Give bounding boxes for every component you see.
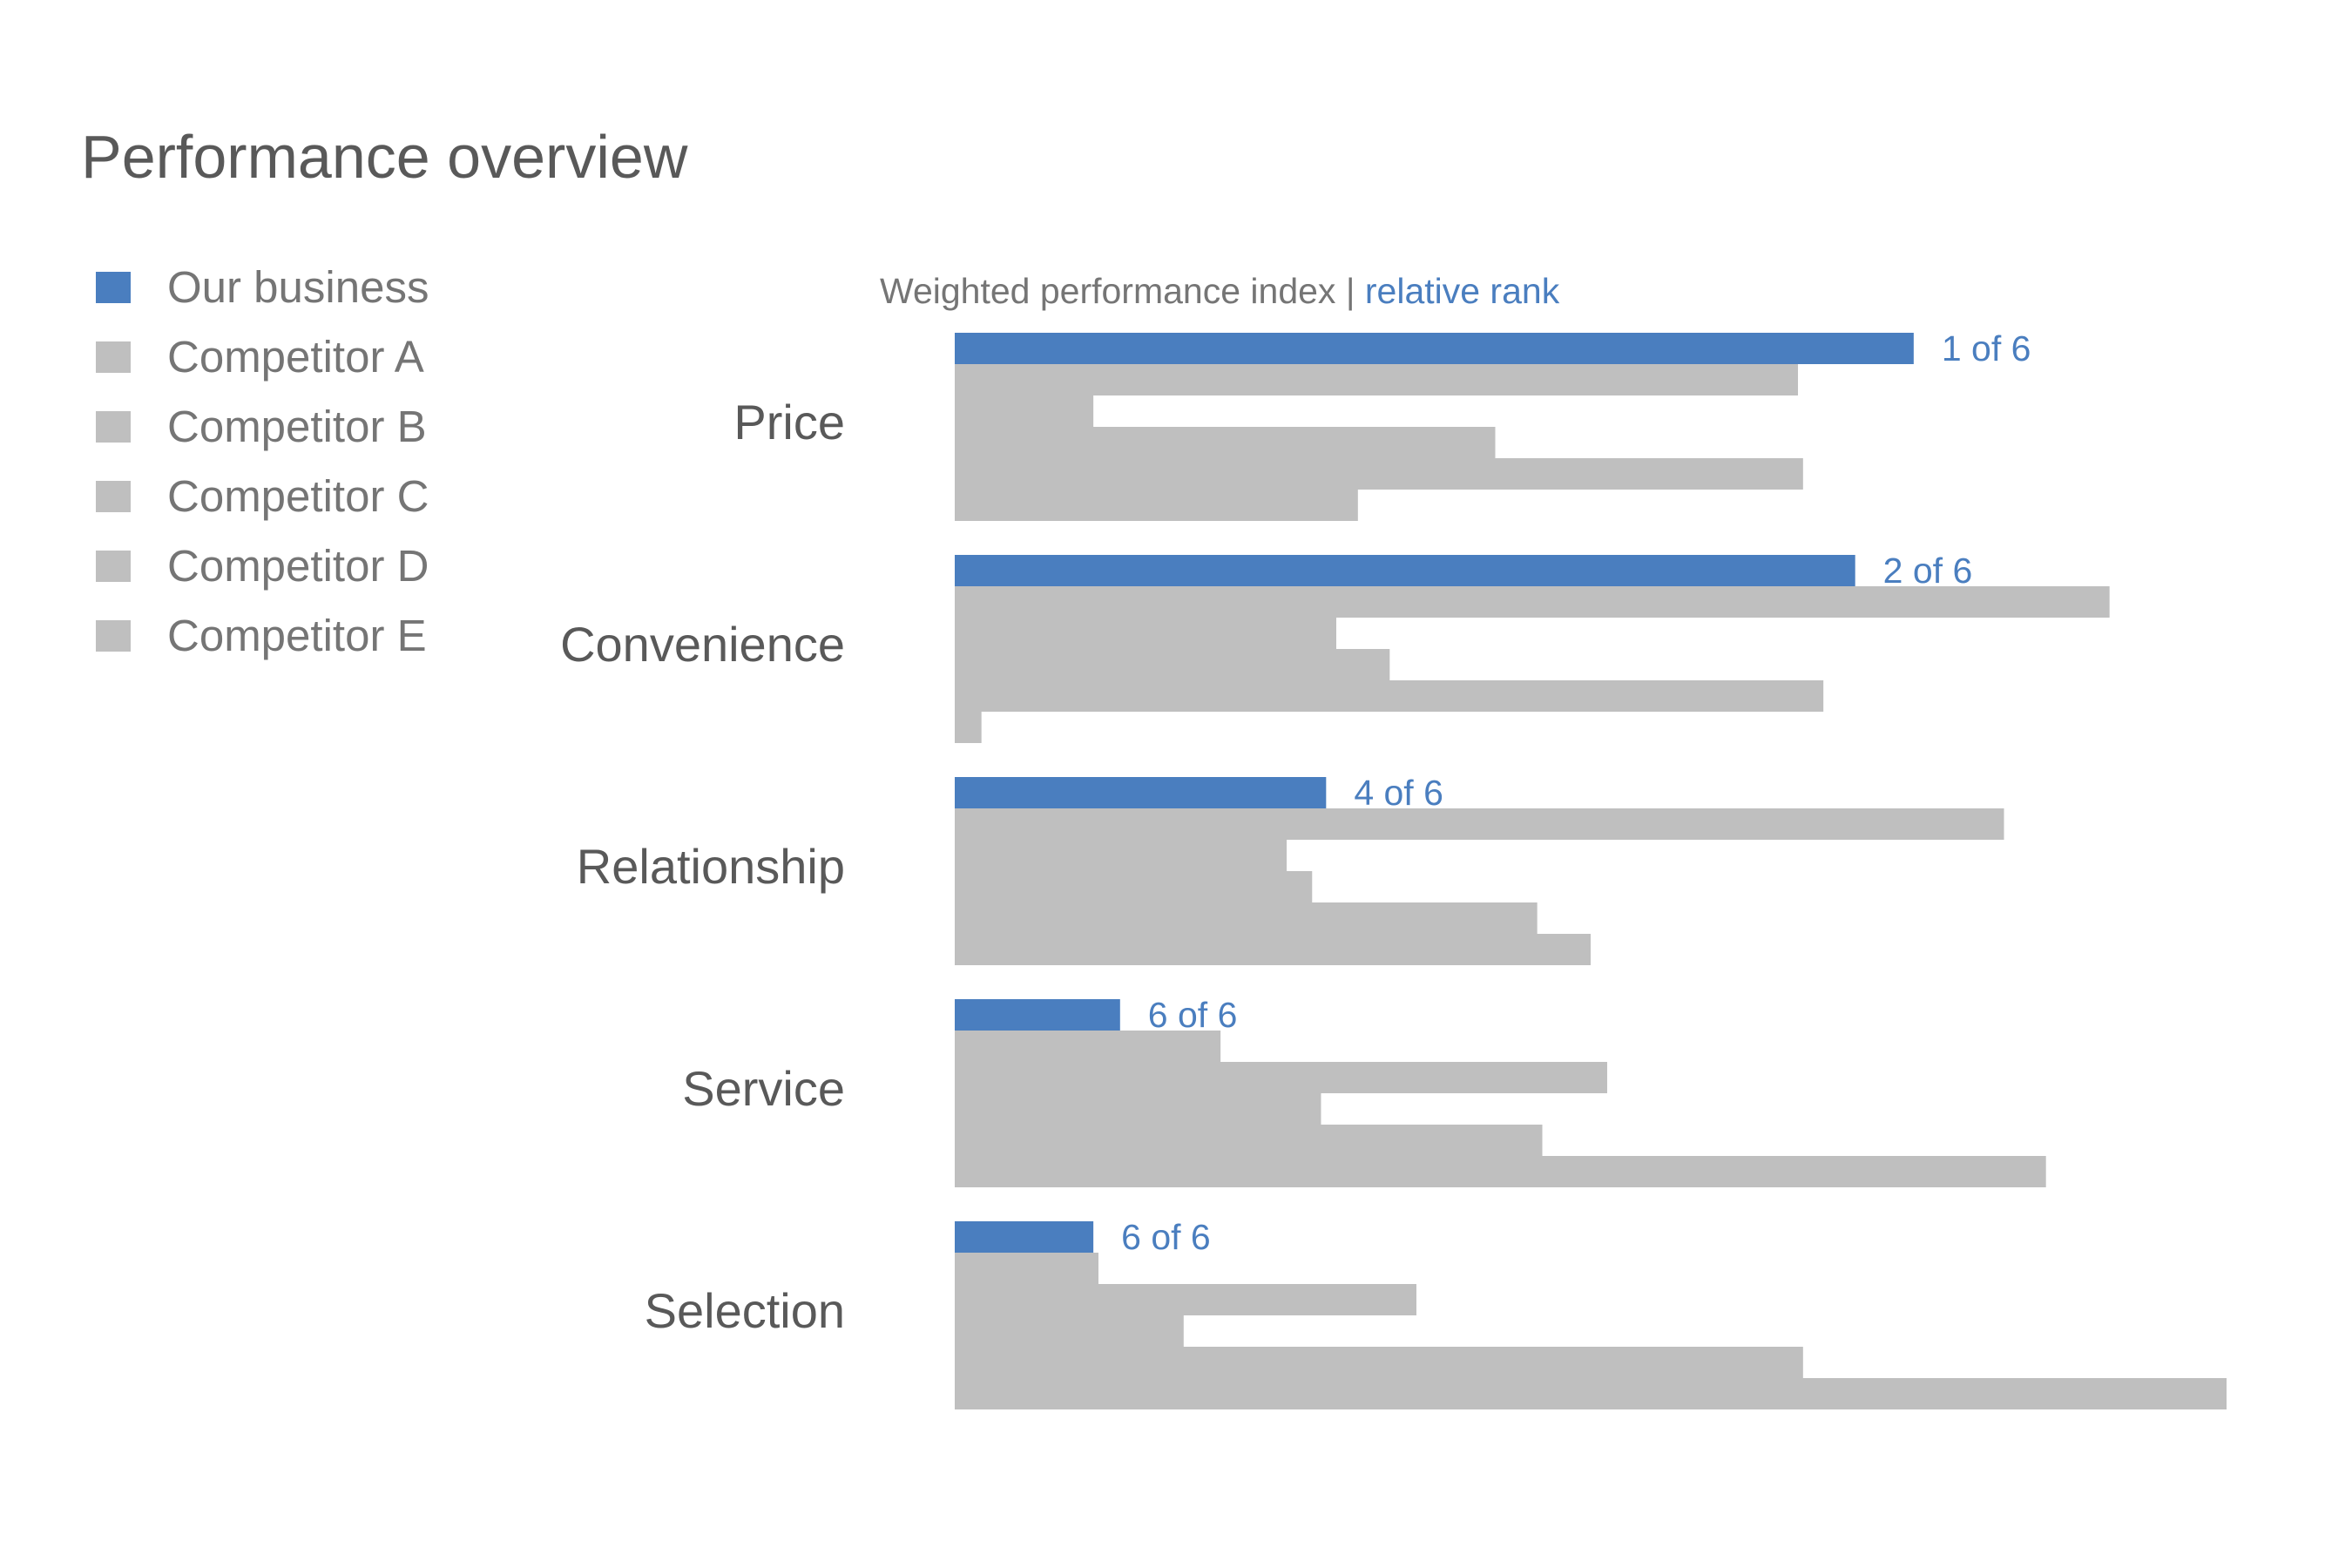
- legend-swatch: [96, 481, 131, 512]
- bar-competitor: [955, 1347, 1803, 1378]
- subtitle-separator: |: [1335, 271, 1365, 311]
- bar-competitor: [955, 1031, 1221, 1062]
- subtitle-rank-label: relative rank: [1364, 271, 1560, 311]
- bar-competitor: [955, 364, 1798, 395]
- chart-subtitle: Weighted performance index | relative ra…: [880, 267, 1559, 315]
- legend-label: Our business: [167, 262, 429, 312]
- bar-competitor: [955, 680, 1824, 712]
- legend-label: Competitor D: [167, 541, 429, 591]
- category-label: Convenience: [560, 617, 845, 672]
- bar-competitor: [955, 490, 1358, 521]
- category-label: Relationship: [577, 839, 845, 894]
- bar-our-business: [955, 999, 1120, 1031]
- bar-competitor: [955, 712, 982, 743]
- bar-our-business: [955, 555, 1855, 586]
- page-title: Performance overview: [81, 123, 688, 191]
- legend-label: Competitor C: [167, 471, 429, 521]
- bar-competitor: [955, 1125, 1543, 1156]
- bar-competitor: [955, 1156, 2046, 1187]
- bar-competitor: [955, 586, 2110, 618]
- bar-competitor: [955, 1253, 1098, 1284]
- bar-our-business: [955, 333, 1914, 364]
- bar-competitor: [955, 1093, 1321, 1125]
- category-label: Price: [733, 395, 845, 449]
- category-group: 6 of 6 Service: [682, 995, 2046, 1187]
- bar-competitor: [955, 871, 1313, 902]
- bar-competitor: [955, 458, 1803, 490]
- bar-competitor: [955, 649, 1390, 680]
- bar-competitor: [955, 1315, 1184, 1347]
- category-group: 6 of 6 Selection: [645, 1217, 2227, 1409]
- category-label: Selection: [645, 1283, 845, 1338]
- legend-swatch: [96, 620, 131, 652]
- category-group: 1 of 6 Price: [733, 328, 2031, 521]
- bar-competitor: [955, 1284, 1416, 1315]
- bar-competitor: [955, 934, 1591, 965]
- legend-label: Competitor A: [167, 332, 424, 382]
- rank-label: 6 of 6: [1121, 1217, 1211, 1257]
- category-group: 4 of 6 Relationship: [577, 773, 2004, 965]
- bar-competitor: [955, 1062, 1607, 1093]
- legend-swatch: [96, 272, 131, 303]
- bar-our-business: [955, 777, 1327, 808]
- bar-competitor: [955, 808, 2004, 840]
- bar-competitor: [955, 902, 1538, 934]
- legend-label: Competitor B: [167, 402, 427, 451]
- bar-competitor: [955, 395, 1094, 427]
- legend-swatch: [96, 411, 131, 443]
- bar-competitor: [955, 427, 1496, 458]
- category-label: Service: [682, 1061, 845, 1116]
- bar-competitor: [955, 618, 1336, 649]
- rank-label: 2 of 6: [1883, 551, 1973, 591]
- rank-label: 6 of 6: [1148, 995, 1238, 1035]
- rank-label: 4 of 6: [1354, 773, 1443, 813]
- legend-swatch: [96, 341, 131, 373]
- category-group: 2 of 6 Convenience: [560, 551, 2110, 743]
- bar-our-business: [955, 1221, 1094, 1253]
- bar-competitor: [955, 840, 1288, 871]
- subtitle-main: Weighted performance index: [880, 271, 1336, 311]
- legend-swatch: [96, 551, 131, 582]
- legend-label: Competitor E: [167, 611, 427, 660]
- rank-label: 1 of 6: [1942, 328, 2031, 368]
- bar-competitor: [955, 1378, 2227, 1409]
